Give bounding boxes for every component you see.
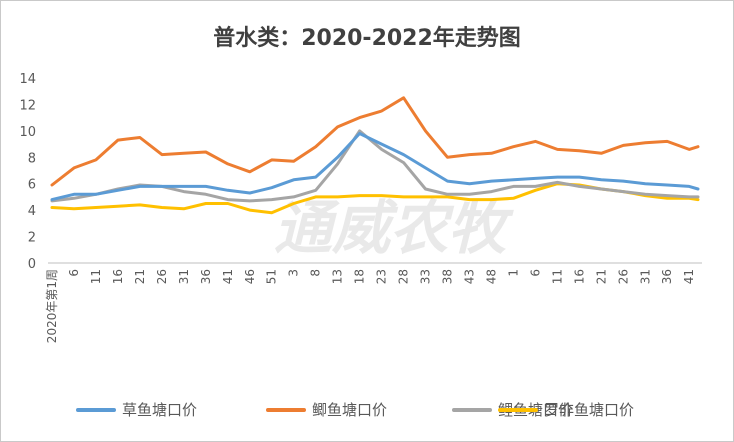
x-tick-label: 36 bbox=[660, 269, 674, 284]
y-tick-label: 12 bbox=[19, 98, 36, 113]
x-tick-label: 11 bbox=[550, 269, 564, 284]
x-tick-label: 26 bbox=[616, 269, 630, 284]
legend-label-1: 草鱼塘口价 bbox=[122, 401, 197, 419]
y-tick-label: 14 bbox=[19, 72, 36, 87]
x-tick-label: 6 bbox=[67, 269, 81, 277]
x-tick-label: 3 bbox=[287, 269, 301, 277]
series-line-2 bbox=[50, 96, 700, 187]
x-tick-label: 36 bbox=[199, 269, 213, 284]
legend-label-4: 罗非鱼塘口价 bbox=[544, 401, 634, 419]
x-tick-label: 41 bbox=[221, 269, 235, 284]
y-tick-label: 10 bbox=[19, 125, 36, 140]
x-tick-label: 16 bbox=[111, 269, 125, 284]
x-tick-label: 2020年第1周 bbox=[45, 269, 59, 343]
watermark: 通威农牧 bbox=[274, 194, 514, 262]
x-tick-label: 21 bbox=[133, 269, 147, 284]
x-tick-label: 13 bbox=[331, 269, 345, 284]
x-tick-label: 43 bbox=[462, 269, 476, 284]
y-tick-label: 2 bbox=[28, 231, 36, 246]
series-line-1 bbox=[50, 132, 700, 202]
y-tick-label: 4 bbox=[28, 204, 36, 219]
chart-title: 普水类：2020-2022年走势图 bbox=[213, 26, 521, 51]
x-tick-label: 48 bbox=[484, 269, 498, 284]
x-tick-label: 28 bbox=[397, 269, 411, 284]
legend-label-2: 鲫鱼塘口价 bbox=[312, 401, 387, 419]
y-tick-label: 6 bbox=[28, 178, 36, 193]
x-tick-label: 31 bbox=[177, 269, 191, 284]
x-tick-label: 41 bbox=[682, 269, 696, 284]
x-tick-label: 51 bbox=[265, 269, 279, 284]
x-tick-label: 31 bbox=[638, 269, 652, 284]
x-tick-label: 6 bbox=[528, 269, 542, 277]
x-tick-label: 21 bbox=[594, 269, 608, 284]
y-tick-label: 0 bbox=[28, 257, 36, 272]
x-tick-label: 23 bbox=[375, 269, 389, 284]
x-tick-label: 38 bbox=[441, 269, 455, 284]
x-tick-label: 18 bbox=[353, 269, 367, 284]
x-tick-label: 46 bbox=[243, 269, 257, 284]
x-tick-label: 11 bbox=[89, 269, 103, 284]
x-tick-label: 16 bbox=[572, 269, 586, 284]
x-tick-label: 26 bbox=[155, 269, 169, 284]
x-tick-label: 33 bbox=[419, 269, 433, 284]
y-tick-label: 8 bbox=[28, 151, 36, 166]
x-tick-label: 1 bbox=[506, 269, 520, 277]
x-tick-label: 8 bbox=[309, 269, 323, 277]
